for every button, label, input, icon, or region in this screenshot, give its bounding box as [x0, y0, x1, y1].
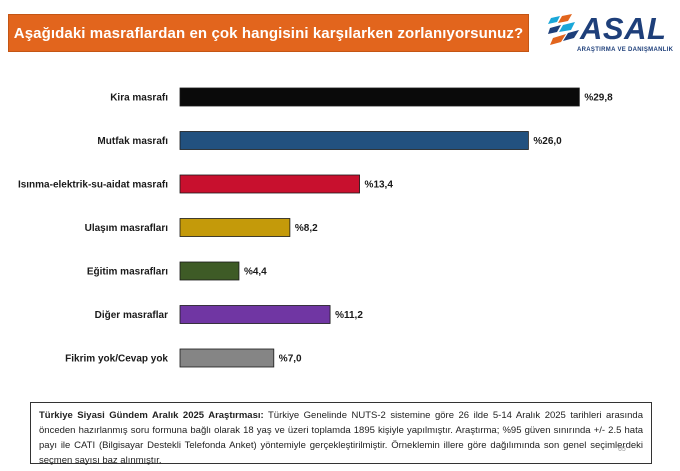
bar-mutfak-masrafi [179, 131, 529, 150]
category-label-kira-masrafi: Kira masrafı [110, 93, 168, 104]
title-banner: Aşağıdaki masraflardan en çok hangisini … [8, 14, 529, 52]
note-body: Türkiye Genelinde NUTS-2 sistemine göre … [39, 410, 643, 466]
logo-wordmark: ASAL [580, 11, 667, 46]
bar-egitim-masraflari [179, 261, 240, 281]
methodology-note: Türkiye Siyasi Gündem Aralık 2025 Araştı… [30, 402, 652, 466]
value-label-isinma-elektrik-su-aidat-masrafi: %13,4 [365, 180, 394, 191]
bar-chart: Kira masrafı %29,8 Mutfak masrafı %26,0 Isın… [18, 87, 613, 368]
category-label-isinma-elektrik-su-aidat-masrafi: Isınma-elektrik-su-aidat masrafı [18, 180, 168, 191]
value-label-fikrim-yok-cevap-yok: %7,0 [279, 354, 302, 365]
note-title: Türkiye Siyasi Gündem Aralık 2025 Araştı… [39, 410, 264, 421]
category-label-ulasim-masraflari: Ulaşım masrafları [85, 223, 169, 234]
category-label-egitim-masraflari: Eğitim masrafları [87, 267, 168, 278]
page-number: 65 [618, 446, 626, 453]
category-label-diger-masraflar: Diğer masraflar [95, 310, 168, 321]
value-label-egitim-masraflari: %4,4 [244, 267, 267, 278]
asal-logo: ASAL ARAŞTIRMA VE DANIŞMANLIK [548, 10, 674, 56]
logo-mark-icon [548, 14, 579, 45]
bar-fikrim-yok-cevap-yok [179, 348, 275, 368]
chart-title: Aşağıdaki masraflardan en çok hangisini … [13, 24, 524, 42]
bar-kira-masrafi [179, 87, 580, 107]
bar-isinma-elektrik-su-aidat-masrafi [179, 174, 360, 194]
category-label-fikrim-yok-cevap-yok: Fikrim yok/Cevap yok [65, 354, 168, 365]
bar-diger-masraflar [179, 305, 331, 324]
value-label-diger-masraflar: %11,2 [335, 310, 363, 321]
bar-ulasim-masraflari [179, 218, 291, 237]
value-label-mutfak-masrafi: %26,0 [533, 136, 562, 147]
value-label-kira-masrafi: %29,8 [584, 93, 613, 104]
category-label-mutfak-masrafi: Mutfak masrafı [97, 136, 168, 147]
logo-subtitle: ARAŞTIRMA VE DANIŞMANLIK [577, 47, 674, 53]
value-label-ulasim-masraflari: %8,2 [295, 223, 318, 234]
